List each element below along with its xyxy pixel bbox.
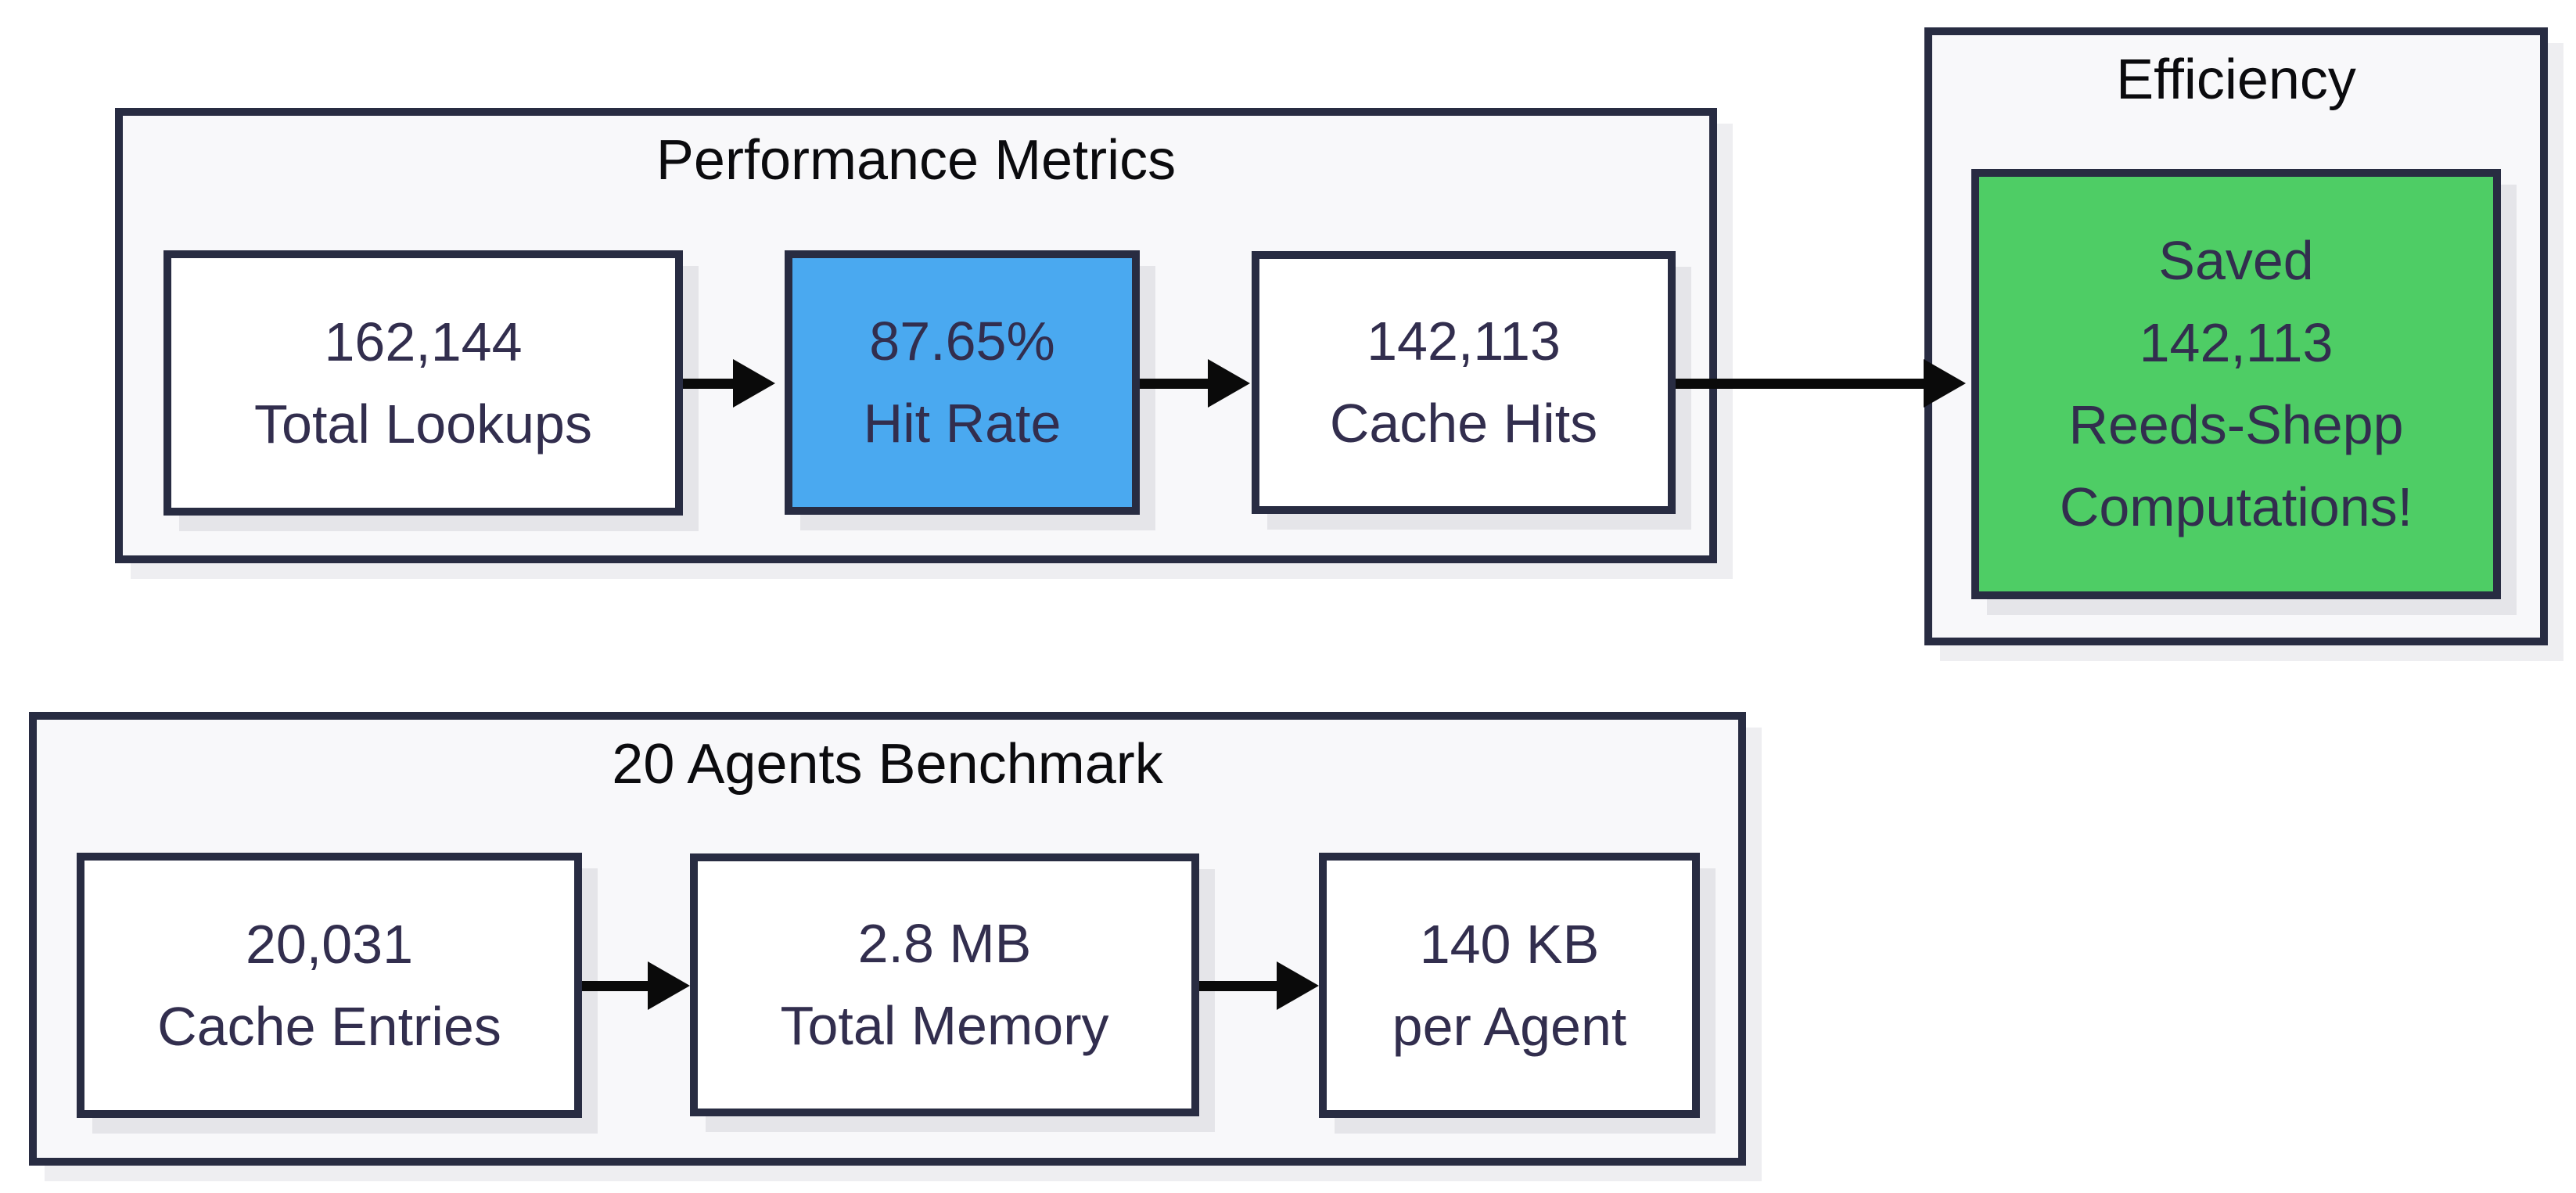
node-per-agent-value: 140 KB [1419, 913, 1600, 975]
arrow-entries-to-memory-head [648, 961, 690, 1010]
node-total-memory-label: Total Memory [780, 995, 1109, 1056]
node-cache-entries: 20,031 Cache Entries [77, 853, 582, 1118]
group-title-performance-metrics: Performance Metrics [656, 129, 1177, 192]
arrow-memory-to-agent-shaft [1199, 981, 1278, 991]
arrow-memory-to-agent-head [1277, 961, 1319, 1010]
node-total-lookups-label: Total Lookups [254, 393, 592, 455]
node-saved-line-3: Reeds-Shepp [2068, 394, 2404, 455]
group-title-efficiency: Efficiency [2116, 49, 2356, 111]
node-per-agent-label: per Agent [1392, 995, 1627, 1057]
node-total-memory: 2.8 MB Total Memory [690, 853, 1199, 1116]
node-saved-line-4: Computations! [2059, 476, 2413, 537]
node-hit-rate: 87.65% Hit Rate [785, 250, 1140, 515]
node-cache-entries-value: 20,031 [245, 913, 414, 975]
node-total-lookups: 162,144 Total Lookups [163, 250, 683, 516]
group-title-agents-benchmark: 20 Agents Benchmark [612, 733, 1163, 796]
node-saved-line-1: Saved [2158, 230, 2314, 291]
arrow-lookups-to-hitrate-shaft [683, 379, 735, 389]
node-saved-computations: Saved 142,113 Reeds-Shepp Computations! [1971, 169, 2501, 599]
arrow-entries-to-memory-shaft [582, 981, 649, 991]
node-total-memory-value: 2.8 MB [857, 913, 1032, 974]
node-cache-hits-label: Cache Hits [1329, 393, 1598, 454]
node-saved-line-2: 142,113 [2139, 312, 2333, 373]
arrow-hitrate-to-cachehits-head [1208, 359, 1250, 408]
arrow-hitrate-to-cachehits-shaft [1140, 379, 1209, 389]
node-hit-rate-value: 87.65% [869, 311, 1055, 372]
node-cache-entries-label: Cache Entries [157, 995, 501, 1057]
node-total-lookups-value: 162,144 [324, 311, 523, 372]
arrow-lookups-to-hitrate-head [733, 359, 775, 408]
node-cache-hits: 142,113 Cache Hits [1252, 251, 1676, 514]
arrow-cachehits-to-saved-head [1924, 359, 1966, 408]
node-cache-hits-value: 142,113 [1367, 311, 1561, 372]
node-hit-rate-label: Hit Rate [863, 393, 1062, 454]
arrow-cachehits-to-saved-shaft [1676, 379, 1925, 389]
node-per-agent: 140 KB per Agent [1319, 853, 1700, 1118]
